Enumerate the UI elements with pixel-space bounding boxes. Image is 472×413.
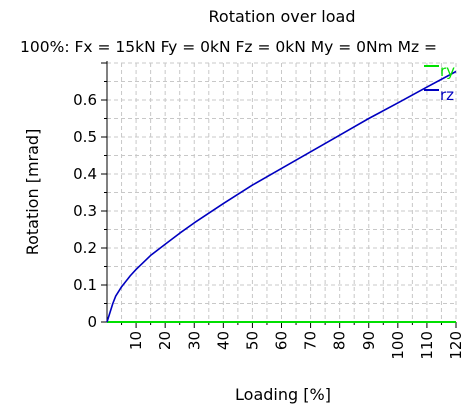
x-tick-label: 50 (243, 331, 261, 350)
x-tick-label: 90 (360, 331, 378, 350)
y-axis-label: Rotation [mrad] (23, 129, 42, 256)
y-tick-label: 0.5 (73, 128, 97, 146)
x-tick-label: 120 (447, 331, 465, 360)
y-tick-label: 0.4 (73, 165, 97, 183)
y-tick-label: 0 (87, 313, 97, 331)
x-tick-label: 70 (302, 331, 320, 350)
chart-title: Rotation over load (209, 7, 356, 26)
plot-series (106, 70, 457, 323)
series-line-rz (106, 70, 457, 323)
x-tick-label: 80 (331, 331, 349, 350)
axes: 0 0.1 0.2 0.3 0.4 0.5 0.6 10 20 30 40 50 60 70 80 90 100… (73, 61, 465, 360)
x-axis-label: Loading [%] (235, 385, 331, 404)
y-tick-label: 0.6 (73, 91, 97, 109)
x-tick-label: 10 (127, 331, 145, 350)
x-tick-label: 40 (214, 331, 232, 350)
x-tick-label: 100 (389, 331, 407, 360)
grid (107, 62, 457, 322)
legend-label-rz: rz (440, 86, 454, 104)
legend-label-ry: ry (440, 62, 455, 80)
legend: ry rz (424, 62, 455, 104)
y-tick-label: 0.1 (73, 276, 97, 294)
y-tick-label: 0.3 (73, 202, 97, 220)
x-tick-label: 20 (156, 331, 174, 350)
chart-subtitle: 100%: Fx = 15kN Fy = 0kN Fz = 0kN My = 0… (20, 38, 437, 56)
x-tick-label: 30 (185, 331, 203, 350)
x-tick-label: 60 (273, 331, 291, 350)
y-tick-label: 0.2 (73, 239, 97, 257)
x-tick-label: 110 (418, 331, 436, 360)
